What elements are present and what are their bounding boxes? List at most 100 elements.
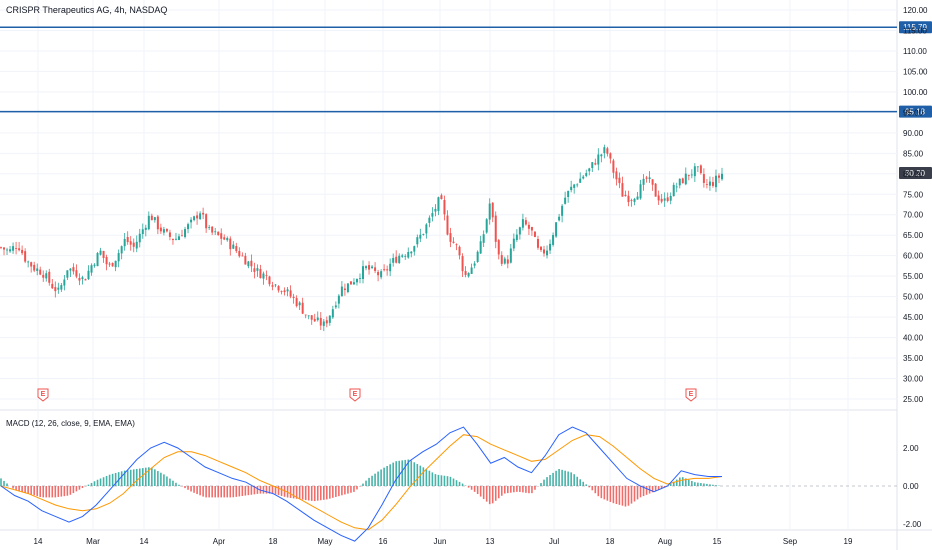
candle-body xyxy=(567,190,570,197)
candle-body xyxy=(174,238,177,240)
macd-histogram-bar xyxy=(292,486,295,499)
macd-histogram-bar xyxy=(326,486,328,500)
candle-body xyxy=(555,222,558,237)
horizontal-levels[interactable]: 115.79 95.18 80.20 xyxy=(0,21,932,179)
macd-histogram-bar xyxy=(75,486,78,492)
macd-histogram-bar xyxy=(313,486,316,502)
macd-histogram-bar xyxy=(416,463,419,486)
candle-body xyxy=(675,186,678,188)
price-tick-label: 60.00 xyxy=(903,252,924,261)
macd-histogram-bar xyxy=(3,480,5,486)
candle-body xyxy=(114,260,117,268)
macd-histogram-bar xyxy=(250,486,253,495)
macd-histogram-bar xyxy=(669,483,672,486)
macd-histogram-bar xyxy=(443,475,446,486)
chart-title: CRISPR Therapeutics AG, 4h, NASDAQ xyxy=(6,5,168,15)
candle-body xyxy=(286,289,289,292)
macd-histogram-bar xyxy=(214,486,216,498)
candle-body xyxy=(48,271,51,283)
macd-histogram-bar xyxy=(27,486,29,494)
candle-body xyxy=(30,262,33,267)
earnings-marker-label: E xyxy=(41,391,46,398)
candle-body xyxy=(129,241,132,245)
macd-histogram-bar xyxy=(111,473,114,486)
macd-histogram-bar xyxy=(519,486,521,492)
candle-body xyxy=(12,246,15,251)
candle-body xyxy=(241,255,244,257)
macd-histogram-bar xyxy=(672,481,675,486)
macd-histogram-bar xyxy=(268,486,271,494)
candle-body xyxy=(36,268,39,271)
macd-histogram-bar xyxy=(452,478,455,486)
candle-body xyxy=(331,309,334,318)
candle-body xyxy=(476,251,479,262)
macd-histogram-bar xyxy=(691,480,693,486)
macd-histogram-bar xyxy=(51,486,54,498)
macd-histogram-bar xyxy=(247,486,250,496)
macd-histogram-bar xyxy=(132,469,135,486)
candle-body xyxy=(171,238,174,240)
price-axis[interactable]: 120.00 115.00 110.00 105.00 100.00 95.00 90.00… xyxy=(903,6,928,529)
price-tick-label: 110.00 xyxy=(903,47,927,56)
macd-histogram-bar xyxy=(555,470,557,486)
macd-histogram-bar xyxy=(350,486,352,493)
macd-histogram-bar xyxy=(612,486,615,504)
candle-body xyxy=(358,278,361,279)
candle-body xyxy=(211,226,214,233)
candle-body xyxy=(313,318,316,322)
macd-histogram-bar xyxy=(30,486,32,495)
macd-histogram-bar xyxy=(585,484,588,486)
candle-body xyxy=(657,195,660,201)
candle-body xyxy=(144,227,147,230)
time-axis[interactable]: 14 Mar 14 Apr 18 May 16 Jun 13 Jul 18 Aug 15 Sep 19 xyxy=(34,537,853,546)
candle-body xyxy=(708,181,711,186)
macd-histogram-bar xyxy=(383,467,385,486)
macd-histogram-bar xyxy=(684,478,687,486)
candle-body xyxy=(431,213,434,217)
macd-histogram-bar xyxy=(371,475,373,486)
macd-histogram-bar xyxy=(500,486,503,496)
candle-body xyxy=(365,266,368,269)
candle-body xyxy=(21,249,24,254)
macd-histogram-bar xyxy=(36,486,39,497)
candle-body xyxy=(334,305,337,308)
macd-histogram-bar xyxy=(235,486,238,497)
macd-histogram-bar xyxy=(467,486,470,488)
candle-body xyxy=(60,285,63,290)
macd-histogram-bar xyxy=(461,483,464,486)
price-tick-label: 85.00 xyxy=(903,149,924,158)
macd-histogram-bar xyxy=(15,486,17,491)
candle-body xyxy=(633,198,636,202)
macd-histogram-bar xyxy=(135,468,138,486)
earnings-marker-label: E xyxy=(353,391,358,398)
macd-histogram-bar xyxy=(531,486,533,494)
time-tick-label: May xyxy=(317,537,332,546)
candle-body xyxy=(666,197,669,201)
time-tick-label: Aug xyxy=(658,537,672,546)
candle-body xyxy=(473,263,476,266)
candle-body xyxy=(352,282,355,285)
candle-body xyxy=(461,256,464,272)
macd-histogram-bar xyxy=(516,486,518,492)
macd-histogram-bar xyxy=(386,465,388,486)
candle-body xyxy=(126,237,129,243)
candle-body xyxy=(380,271,383,278)
candle-body xyxy=(627,195,630,203)
candle-body xyxy=(162,229,165,233)
candle-body xyxy=(141,229,144,235)
price-tick-label: 120.00 xyxy=(903,6,928,15)
macd-histogram-bar xyxy=(398,460,401,486)
candle-body xyxy=(533,231,536,238)
macd-histogram-bar xyxy=(277,486,280,496)
candle-body xyxy=(687,174,690,176)
time-tick-label: 15 xyxy=(713,537,722,546)
candle-body xyxy=(3,247,6,250)
macd-histogram-bar xyxy=(108,474,111,486)
macd-histogram-bar xyxy=(591,486,594,491)
candle-body xyxy=(684,173,687,185)
candle-body xyxy=(636,196,639,200)
macd-histogram-bar xyxy=(594,486,597,494)
candle-body xyxy=(630,200,633,201)
